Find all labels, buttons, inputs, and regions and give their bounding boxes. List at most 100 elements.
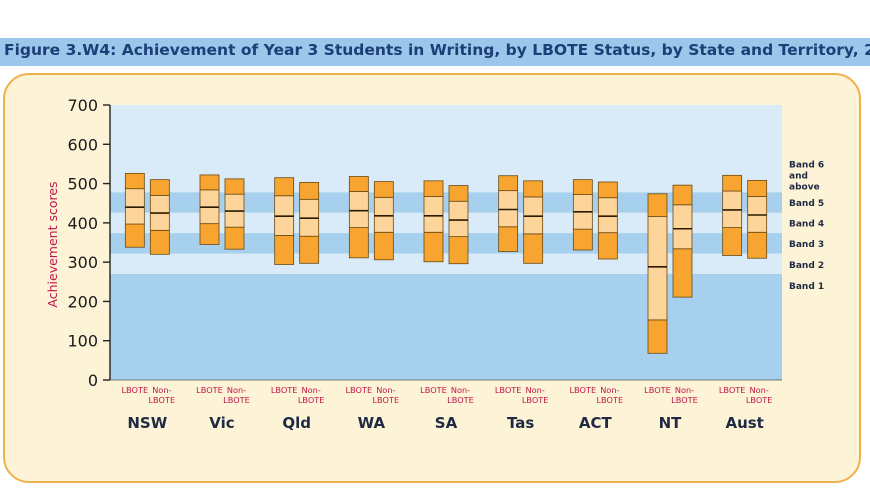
non-lbote-label: Non- xyxy=(451,385,470,395)
non-lbote-box-segment xyxy=(747,231,768,259)
non-lbote-label: LBOTE xyxy=(597,395,624,405)
non-lbote-box-segment xyxy=(149,179,170,196)
non-lbote-label: LBOTE xyxy=(149,395,176,405)
non-lbote-label: Non- xyxy=(750,385,769,395)
non-lbote-label: Non- xyxy=(600,385,619,395)
lbote-box-segment xyxy=(423,196,444,233)
non-lbote-label: LBOTE xyxy=(373,395,400,405)
non-lbote-label: Non- xyxy=(227,385,246,395)
non-lbote-label: Non- xyxy=(376,385,395,395)
non-lbote-label: LBOTE xyxy=(671,395,698,405)
non-lbote-box-segment xyxy=(597,181,618,199)
non-lbote-label: Non- xyxy=(675,385,694,395)
lbote-label: LBOTE xyxy=(719,385,746,395)
non-lbote-box-segment xyxy=(149,229,170,255)
non-lbote-box-segment xyxy=(224,226,245,250)
y-tick-label: 400 xyxy=(67,214,98,233)
group-label: Aust xyxy=(725,414,763,432)
non-lbote-label: Non- xyxy=(152,385,171,395)
lbote-label: LBOTE xyxy=(271,385,298,395)
lbote-box-segment xyxy=(647,193,668,217)
group-label: Tas xyxy=(507,414,534,432)
lbote-box-segment xyxy=(124,172,145,190)
non-lbote-box-segment xyxy=(672,184,693,206)
lbote-label: LBOTE xyxy=(122,385,149,395)
non-lbote-box-segment xyxy=(747,180,768,197)
lbote-label: LBOTE xyxy=(644,385,671,395)
non-lbote-box-segment xyxy=(448,236,469,265)
lbote-box-segment xyxy=(348,227,369,259)
lbote-box-segment xyxy=(199,174,220,191)
lbote-box-segment xyxy=(274,235,295,265)
lbote-label: LBOTE xyxy=(570,385,597,395)
lbote-box-segment xyxy=(423,180,444,197)
lbote-box-segment xyxy=(498,226,519,252)
lbote-box-segment xyxy=(572,179,593,195)
band-label: Band 4 xyxy=(789,219,824,229)
y-tick-label: 600 xyxy=(67,135,98,154)
band-label: Band 3 xyxy=(789,240,824,250)
non-lbote-label: LBOTE xyxy=(522,395,549,405)
band-label: and xyxy=(789,171,808,181)
non-lbote-box-segment xyxy=(523,180,544,198)
figure-title: Figure 3.W4: Achievement of Year 3 Stude… xyxy=(4,41,870,59)
band-label: Band 1 xyxy=(789,282,824,292)
band-label: Band 5 xyxy=(789,199,824,209)
non-lbote-label: LBOTE xyxy=(447,395,474,405)
lbote-label: LBOTE xyxy=(196,385,223,395)
lbote-label: LBOTE xyxy=(420,385,447,395)
group-label: NT xyxy=(659,414,683,432)
lbote-label: LBOTE xyxy=(346,385,373,395)
lbote-box-segment xyxy=(572,228,593,251)
band-region xyxy=(110,273,782,380)
non-lbote-box-segment xyxy=(373,231,394,261)
group-label: Vic xyxy=(209,414,234,432)
lbote-box-segment xyxy=(647,216,668,321)
non-lbote-box-segment xyxy=(373,181,394,198)
lbote-box-segment xyxy=(348,176,369,192)
non-lbote-box-segment xyxy=(448,200,469,238)
non-lbote-box-segment xyxy=(224,178,245,195)
y-tick-label: 100 xyxy=(67,332,98,351)
y-tick-label: 0 xyxy=(88,371,98,390)
lbote-box-segment xyxy=(647,319,668,354)
group-label: ACT xyxy=(579,414,613,432)
non-lbote-box-segment xyxy=(299,235,320,264)
lbote-box-segment xyxy=(124,223,145,248)
non-lbote-box-segment xyxy=(597,232,618,260)
band-region xyxy=(110,105,782,193)
non-lbote-label: LBOTE xyxy=(298,395,325,405)
group-label: WA xyxy=(358,414,386,432)
non-lbote-box-segment xyxy=(448,185,469,202)
group-label: SA xyxy=(435,414,458,432)
group-label: Qld xyxy=(282,414,311,432)
y-axis-label: Achievement scores xyxy=(45,181,60,307)
non-lbote-label: Non- xyxy=(526,385,545,395)
lbote-label: LBOTE xyxy=(495,385,522,395)
band-label: above xyxy=(789,182,820,192)
lbote-box-segment xyxy=(199,223,220,245)
non-lbote-box-segment xyxy=(299,181,320,200)
non-lbote-label: LBOTE xyxy=(746,395,773,405)
non-lbote-label: LBOTE xyxy=(223,395,250,405)
non-lbote-label: Non- xyxy=(302,385,321,395)
lbote-box-segment xyxy=(498,175,519,192)
non-lbote-box-segment xyxy=(373,196,394,233)
non-lbote-box-segment xyxy=(523,233,544,264)
lbote-box-segment xyxy=(348,191,369,228)
y-tick-label: 700 xyxy=(67,96,98,115)
lbote-box-segment xyxy=(274,177,295,197)
non-lbote-box-segment xyxy=(597,197,618,234)
non-lbote-box-segment xyxy=(672,248,693,298)
non-lbote-box-segment xyxy=(672,204,693,250)
lbote-box-segment xyxy=(423,231,444,263)
y-tick-label: 200 xyxy=(67,292,98,311)
lbote-box-segment xyxy=(722,227,743,256)
band-label: Band 2 xyxy=(789,261,824,271)
y-tick-label: 500 xyxy=(67,175,98,194)
band-label: Band 6 xyxy=(789,160,824,170)
lbote-box-segment xyxy=(722,174,743,192)
group-label: NSW xyxy=(127,414,167,432)
y-tick-label: 300 xyxy=(67,253,98,272)
